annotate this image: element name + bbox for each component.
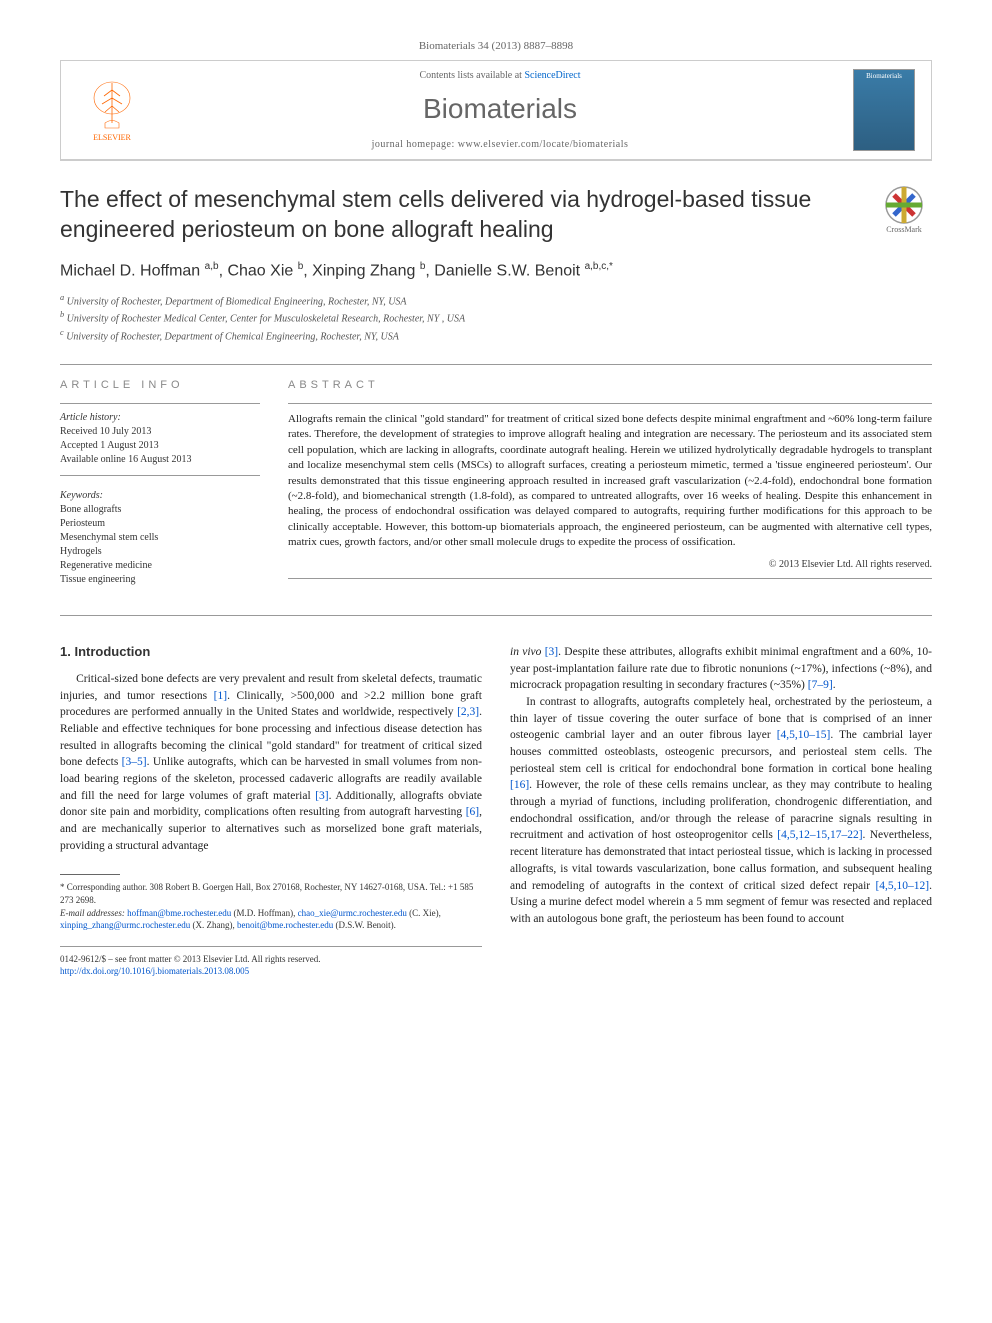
contents-text: Contents lists available at bbox=[419, 70, 524, 81]
body-paragraph: In contrast to allografts, autografts co… bbox=[510, 694, 932, 927]
history-label: Article history: bbox=[60, 412, 260, 423]
email-footnote: E-mail addresses: hoffman@bme.rochester.… bbox=[60, 907, 482, 932]
keyword-item: Hydrogels bbox=[60, 545, 260, 559]
email-link[interactable]: xinping_zhang@urmc.rochester.edu bbox=[60, 920, 190, 930]
body-column-left: 1. Introduction Critical-sized bone defe… bbox=[60, 644, 482, 978]
citation-link[interactable]: [4,5,12–15,17–22] bbox=[777, 829, 862, 841]
body-paragraph: Critical-sized bone defects are very pre… bbox=[60, 671, 482, 854]
citation-link[interactable]: [1] bbox=[214, 690, 227, 702]
footer-bar: 0142-9612/$ – see front matter © 2013 El… bbox=[60, 946, 482, 978]
abstract-column: ABSTRACT Allografts remain the clinical … bbox=[288, 379, 932, 587]
abstract-text: Allografts remain the clinical "gold sta… bbox=[288, 412, 932, 551]
footnote-divider bbox=[60, 874, 120, 875]
contents-line: Contents lists available at ScienceDirec… bbox=[147, 70, 853, 81]
keyword-item: Tissue engineering bbox=[60, 573, 260, 587]
citation-link[interactable]: [2,3] bbox=[457, 706, 479, 718]
citation-link[interactable]: [3] bbox=[315, 790, 328, 802]
affiliations: a University of Rochester, Department of… bbox=[60, 292, 932, 344]
homepage-line: journal homepage: www.elsevier.com/locat… bbox=[147, 139, 853, 150]
citation-link[interactable]: [7–9] bbox=[808, 679, 833, 691]
crossmark-icon bbox=[884, 185, 924, 225]
history-item: Received 10 July 2013 bbox=[60, 425, 260, 439]
divider bbox=[60, 364, 932, 365]
citation-line: Biomaterials 34 (2013) 8887–8898 bbox=[60, 40, 932, 52]
keywords-label: Keywords: bbox=[60, 490, 260, 501]
journal-cover-thumbnail: Biomaterials bbox=[853, 69, 915, 151]
citation-link[interactable]: [6] bbox=[466, 806, 479, 818]
body-paragraph: in vivo [3]. Despite these attributes, a… bbox=[510, 644, 932, 694]
citation-link[interactable]: [3] bbox=[545, 646, 558, 658]
citation-link[interactable]: [4,5,10–12] bbox=[875, 880, 929, 892]
publisher-name: ELSEVIER bbox=[93, 133, 131, 142]
affiliation-line: a University of Rochester, Department of… bbox=[60, 292, 932, 309]
article-info-column: ARTICLE INFO Article history: Received 1… bbox=[60, 379, 260, 587]
citation-link[interactable]: [4,5,10–15] bbox=[777, 729, 831, 741]
citation-link[interactable]: [3–5] bbox=[122, 756, 147, 768]
journal-name: Biomaterials bbox=[147, 93, 853, 125]
abstract-copyright: © 2013 Elsevier Ltd. All rights reserved… bbox=[288, 559, 932, 570]
divider bbox=[60, 615, 932, 616]
sciencedirect-link[interactable]: ScienceDirect bbox=[524, 70, 580, 81]
crossmark-label: CrossMark bbox=[886, 225, 922, 234]
affiliation-line: b University of Rochester Medical Center… bbox=[60, 309, 932, 326]
abstract-label: ABSTRACT bbox=[288, 379, 932, 391]
body-columns: 1. Introduction Critical-sized bone defe… bbox=[60, 644, 932, 978]
body-column-right: in vivo [3]. Despite these attributes, a… bbox=[510, 644, 932, 978]
email-link[interactable]: benoit@bme.rochester.edu bbox=[237, 920, 333, 930]
doi-link[interactable]: http://dx.doi.org/10.1016/j.biomaterials… bbox=[60, 966, 249, 976]
keyword-item: Mesenchymal stem cells bbox=[60, 531, 260, 545]
history-item: Available online 16 August 2013 bbox=[60, 453, 260, 467]
keyword-item: Bone allografts bbox=[60, 503, 260, 517]
affiliation-line: c University of Rochester, Department of… bbox=[60, 327, 932, 344]
homepage-label: journal homepage: bbox=[372, 139, 458, 150]
homepage-url[interactable]: www.elsevier.com/locate/biomaterials bbox=[458, 139, 629, 150]
email-link[interactable]: chao_xie@urmc.rochester.edu bbox=[298, 908, 407, 918]
corresponding-author-footnote: * Corresponding author. 308 Robert B. Go… bbox=[60, 881, 482, 906]
article-info-label: ARTICLE INFO bbox=[60, 379, 260, 391]
publisher-logo: ELSEVIER bbox=[77, 70, 147, 150]
issn-line: 0142-9612/$ – see front matter © 2013 El… bbox=[60, 953, 482, 966]
crossmark-badge[interactable]: CrossMark bbox=[876, 185, 932, 241]
keyword-item: Regenerative medicine bbox=[60, 559, 260, 573]
article-title: The effect of mesenchymal stem cells del… bbox=[60, 185, 860, 245]
authors-line: Michael D. Hoffman a,b, Chao Xie b, Xinp… bbox=[60, 261, 932, 280]
keyword-item: Periosteum bbox=[60, 517, 260, 531]
history-item: Accepted 1 August 2013 bbox=[60, 439, 260, 453]
citation-link[interactable]: [16] bbox=[510, 779, 529, 791]
journal-header: ELSEVIER Contents lists available at Sci… bbox=[60, 60, 932, 161]
elsevier-tree-icon bbox=[87, 78, 137, 133]
section-heading-introduction: 1. Introduction bbox=[60, 644, 482, 659]
email-link[interactable]: hoffman@bme.rochester.edu bbox=[127, 908, 231, 918]
